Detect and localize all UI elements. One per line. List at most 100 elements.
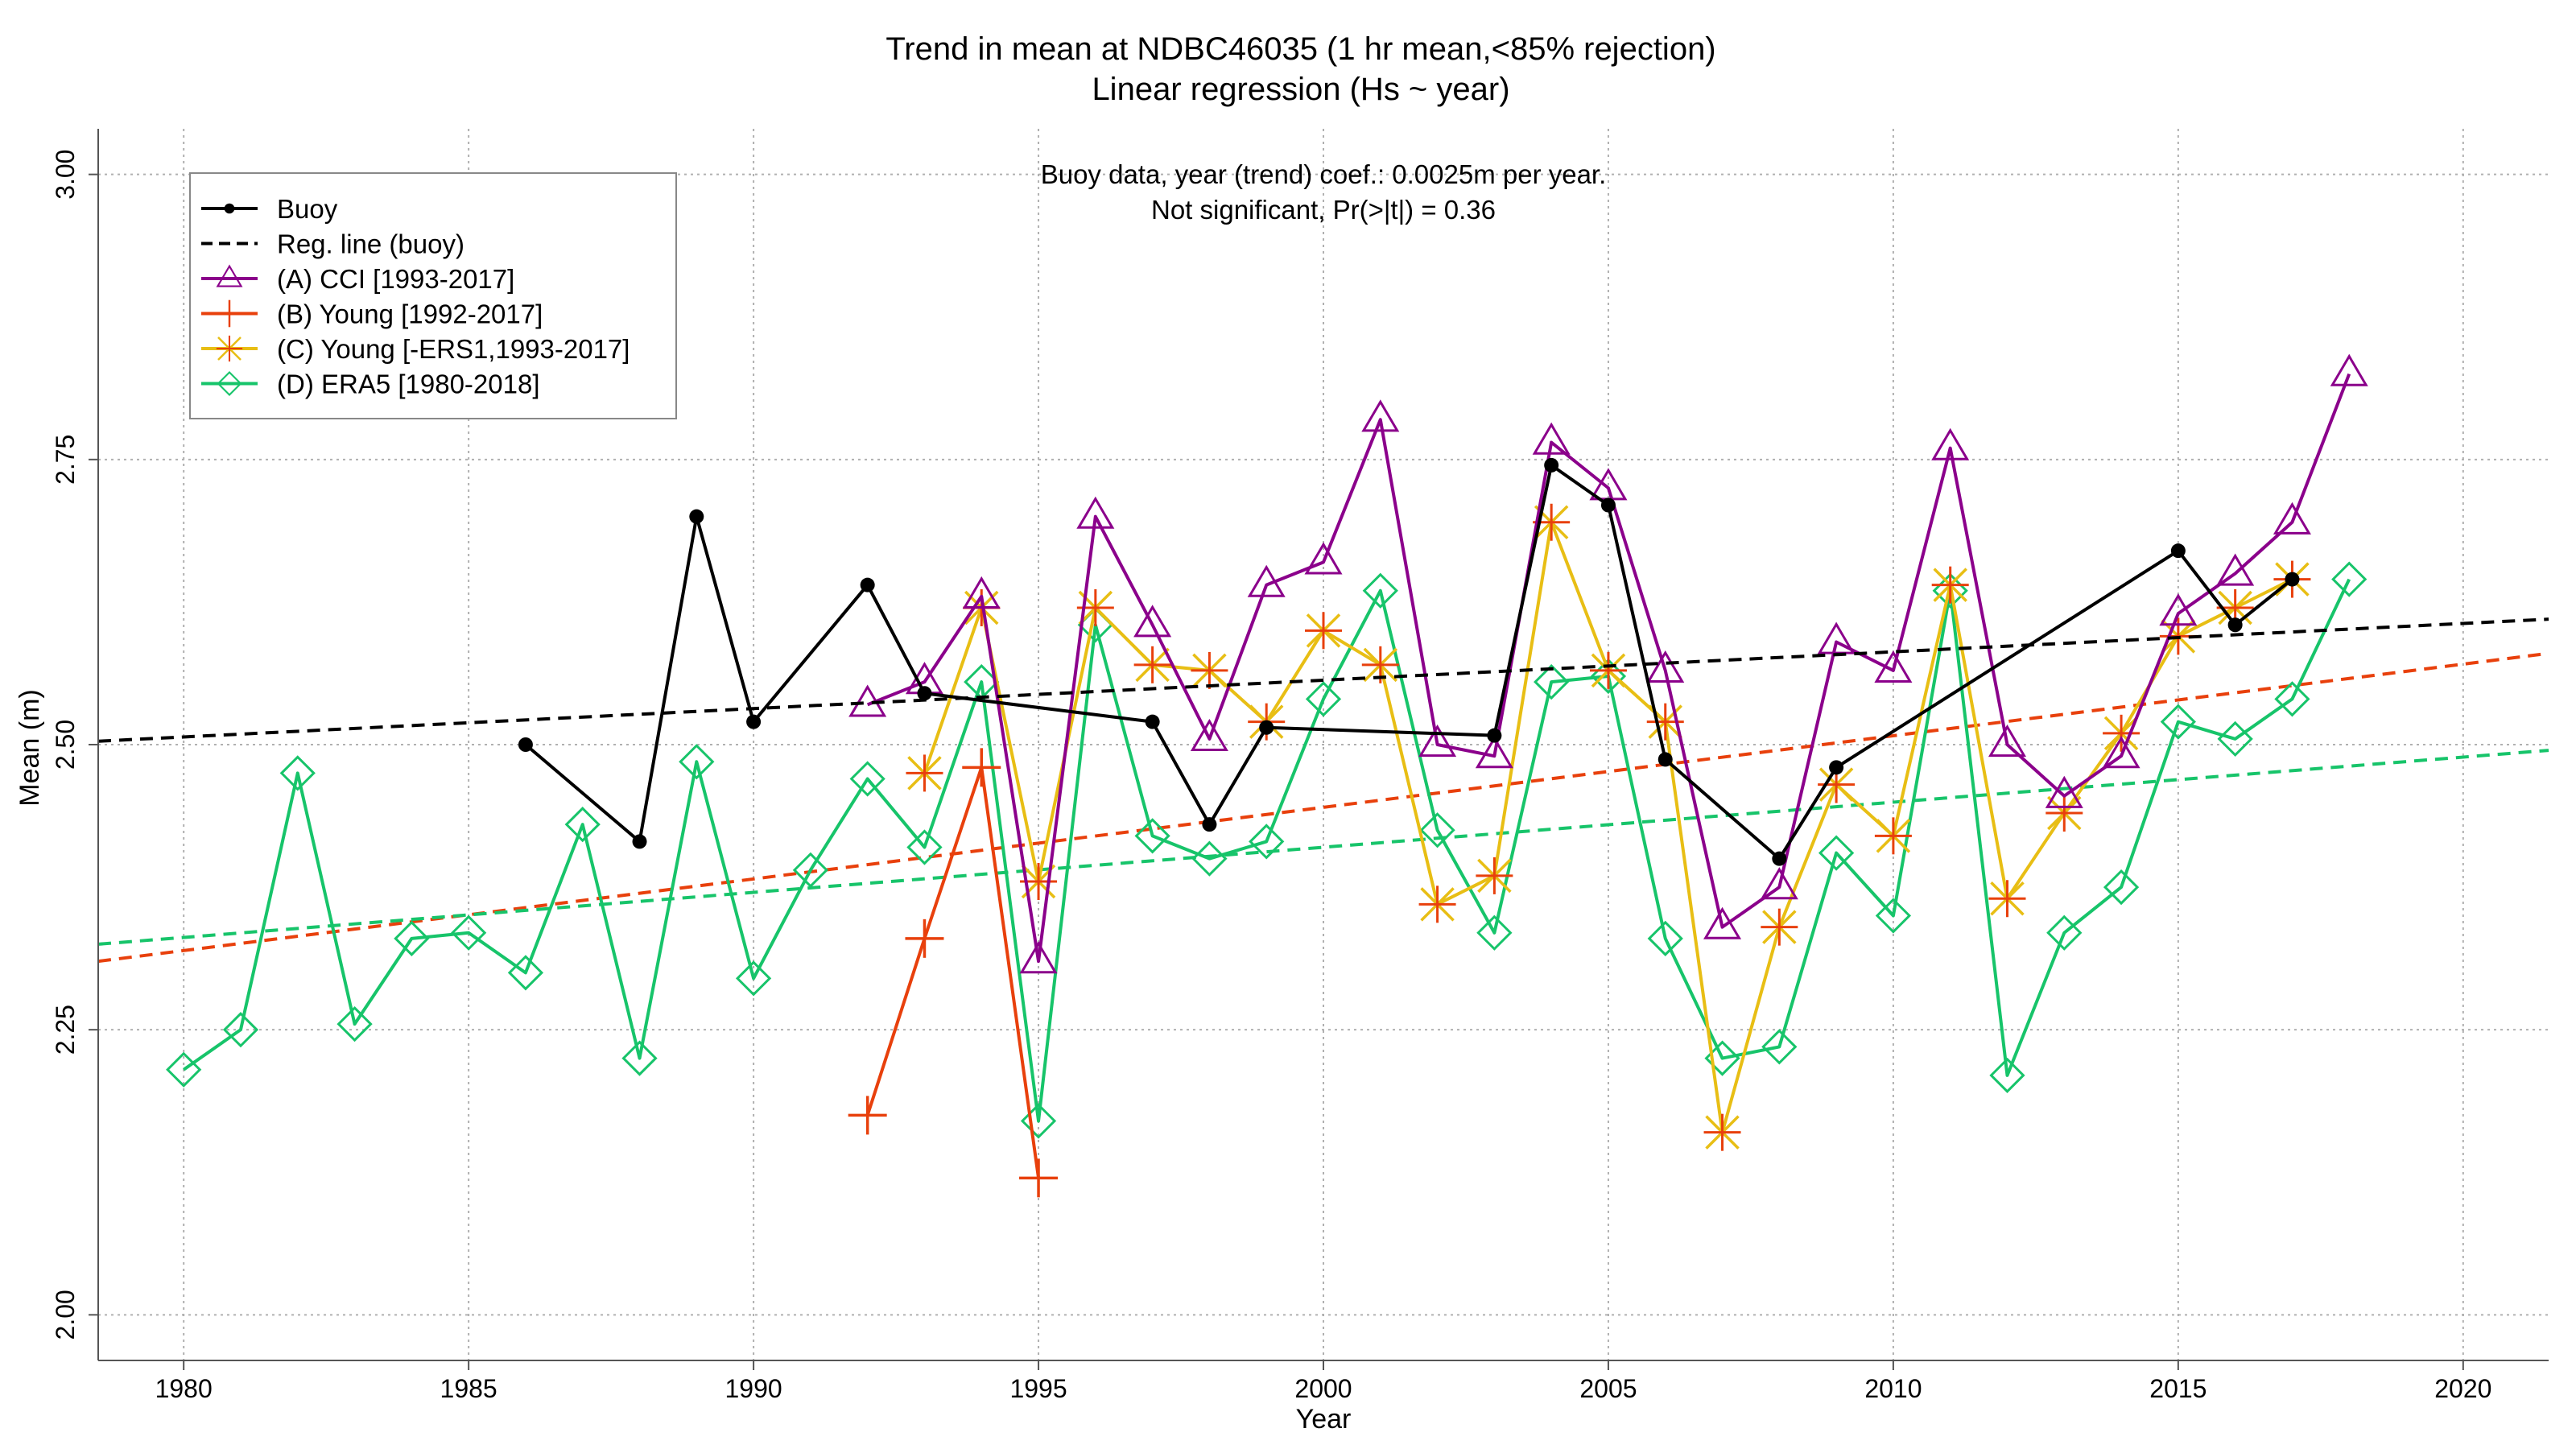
data-point	[279, 755, 316, 791]
data-point	[906, 754, 943, 792]
legend-entry: (D) ERA5 [1980-2018]	[201, 369, 540, 399]
y-tick-label: 3.00	[51, 150, 80, 200]
legend-label: (D) ERA5 [1980-2018]	[277, 369, 540, 399]
data-point	[2331, 561, 2368, 597]
data-point	[1589, 651, 1627, 689]
data-point	[1191, 651, 1228, 689]
grid	[98, 129, 2549, 1360]
series-line	[865, 766, 1041, 1179]
data-point	[222, 1012, 259, 1048]
data-point	[1703, 906, 1742, 939]
legend-marker	[216, 264, 243, 287]
data-point	[1190, 718, 1228, 752]
chart-title: Trend in mean at NDBC46035 (1 hr mean,<8…	[886, 31, 1715, 67]
data-point	[962, 748, 1001, 787]
tick-labels: 1980 1985 1990 1995 2000 2005 2010 2015 2020 2.00…	[51, 150, 2491, 1403]
data-point	[1829, 760, 1844, 775]
data-point	[689, 509, 704, 524]
data-point	[792, 852, 829, 888]
data-series	[97, 353, 2549, 1198]
legend-label: Reg. line (buoy)	[277, 229, 464, 259]
data-point	[2216, 553, 2255, 586]
annotation-line-2: Not significant, Pr(>|t|) = 0.36	[1151, 195, 1496, 225]
data-point	[2217, 720, 2253, 758]
data-point	[2273, 502, 2311, 535]
legend-marker	[224, 203, 235, 214]
data-point	[1534, 663, 1570, 700]
data-point	[2045, 775, 2083, 808]
data-point	[1419, 812, 1455, 848]
data-point	[1304, 542, 1343, 575]
data-point	[1305, 612, 1342, 650]
data-point	[564, 807, 601, 843]
data-point	[1818, 835, 1855, 871]
data-point	[1761, 908, 1798, 946]
data-point	[848, 1096, 887, 1135]
annotation-line-1: Buoy data, year (trend) coef.: 0.0025m p…	[1041, 159, 1607, 189]
legend: Buoy Reg. line (buoy) (A) CCI [1993-2017] (…	[189, 172, 677, 419]
legend-marker	[217, 371, 242, 396]
data-point	[2274, 681, 2310, 717]
data-point	[1487, 728, 1502, 743]
data-point	[1305, 681, 1342, 717]
y-tick-label: 2.25	[51, 1005, 80, 1055]
data-point	[849, 761, 886, 797]
data-point	[2103, 869, 2140, 906]
data-point	[1988, 880, 2026, 918]
y-tick-label: 2.75	[51, 435, 80, 485]
data-point	[1817, 621, 1856, 654]
data-point	[1931, 566, 1969, 604]
data-point	[1418, 724, 1457, 758]
data-point	[1145, 714, 1160, 729]
data-point	[1133, 646, 1171, 683]
data-point	[166, 1051, 202, 1088]
legend-entry: (C) Young [-ERS1,1993-2017]	[201, 334, 630, 364]
data-point	[1019, 941, 1058, 974]
data-point	[1532, 422, 1571, 455]
data-point	[2159, 593, 2198, 626]
data-point	[2046, 914, 2083, 951]
data-point	[1361, 399, 1400, 432]
data-point	[1076, 496, 1115, 529]
data-point	[1874, 650, 1913, 683]
data-point	[906, 829, 943, 865]
legend-marker	[216, 335, 243, 362]
data-point	[1657, 752, 1673, 767]
data-point	[746, 714, 762, 729]
data-point	[2170, 543, 2186, 559]
data-point	[1931, 427, 1970, 460]
data-point	[1475, 736, 1513, 769]
y-tick-label: 2.00	[51, 1290, 80, 1340]
series-reg-line-buoy	[97, 617, 2549, 743]
chart-subtitle: Linear regression (Hs ~ year)	[1092, 72, 1509, 107]
data-point	[507, 955, 544, 991]
data-point	[1191, 840, 1228, 877]
x-tick-label: 1990	[724, 1374, 782, 1403]
data-point	[2103, 714, 2140, 752]
series-d-era5-1980-2018	[166, 561, 2368, 1139]
data-point	[1761, 1029, 1798, 1065]
x-tick-label: 2000	[1294, 1374, 1352, 1403]
data-point	[1247, 564, 1286, 597]
data-point	[905, 919, 944, 958]
data-point	[2330, 353, 2368, 386]
data-point	[917, 686, 932, 701]
data-point	[860, 577, 875, 592]
data-point	[1019, 1158, 1059, 1198]
series-buoy	[518, 457, 2300, 866]
legend-entry: Reg. line (buoy)	[201, 229, 464, 259]
data-point	[1202, 817, 1217, 832]
data-point	[1988, 724, 2027, 758]
legend-label: Buoy	[277, 194, 338, 224]
data-point	[1875, 898, 1912, 934]
data-point	[632, 834, 647, 849]
legend-entry: Buoy	[201, 194, 338, 224]
x-tick-label: 2010	[1864, 1374, 1922, 1403]
legend-entry: (B) Young [1992-2017]	[201, 299, 543, 329]
axes	[89, 129, 2549, 1370]
data-point	[1646, 650, 1685, 683]
data-point	[1362, 572, 1398, 609]
data-point	[2160, 704, 2196, 740]
data-point	[2102, 736, 2140, 769]
